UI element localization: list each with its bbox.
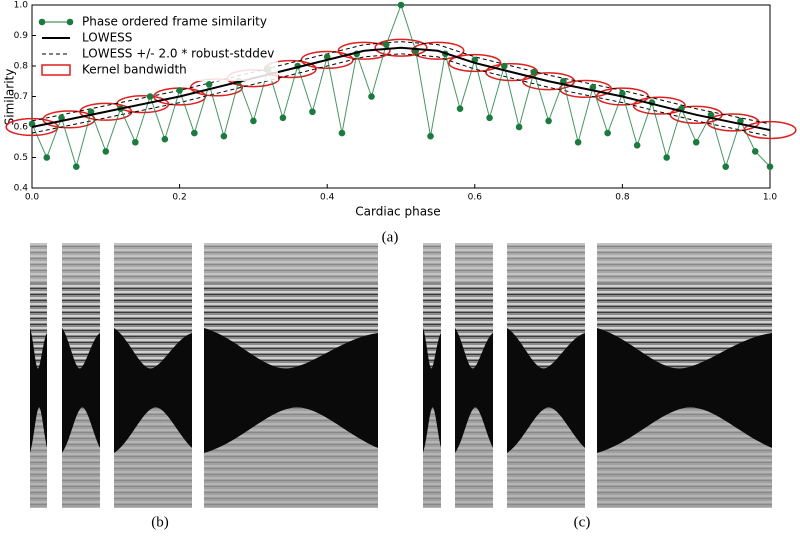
kernel-ellipse: [743, 120, 797, 140]
legend-marker: [66, 18, 74, 26]
similarity-point: [28, 120, 36, 128]
similarity-point: [456, 105, 464, 112]
y-tick-label: 0.9: [14, 31, 29, 41]
similarity-point: [589, 84, 597, 91]
similarity-point: [574, 138, 582, 146]
similarity-point: [722, 163, 730, 170]
legend-label: Kernel bandwidth: [82, 63, 187, 77]
y-tick-label: 1.0: [14, 1, 29, 11]
legend-swatch: [41, 64, 71, 76]
y-tick-label: 0.5: [14, 153, 28, 163]
similarity-point: [43, 154, 51, 161]
similarity-point: [58, 114, 65, 122]
similarity-point: [176, 87, 183, 94]
kernel-ellipse: [411, 41, 465, 60]
caption: (c): [574, 514, 591, 530]
legend-label: LOWESS +/- 2.0 * robust-stddev: [82, 47, 274, 61]
similarity-point: [102, 148, 110, 155]
similarity-point: [132, 138, 139, 146]
similarity-point: [309, 108, 316, 116]
x-tick-label: 0.0: [25, 193, 40, 203]
similarity-point: [191, 129, 198, 137]
legend-box: [38, 11, 278, 81]
similarity-point: [279, 114, 287, 122]
similarity-point: [486, 114, 493, 122]
mmode-panels-c: [423, 243, 772, 508]
y-tick-label: 0.4: [14, 184, 29, 194]
x-tick-label: 0.2: [172, 193, 186, 203]
similarity-point: [501, 62, 508, 70]
legend-label: LOWESS: [82, 31, 132, 45]
kernel-ellipse: [337, 41, 391, 60]
legend-marker: [38, 18, 46, 26]
similarity-point: [663, 154, 670, 161]
similarity-point: [87, 108, 95, 116]
similarity-point: [633, 142, 641, 149]
caption: (b): [151, 514, 169, 530]
similarity-point: [560, 77, 567, 85]
y-tick-label: 0.6: [14, 123, 29, 133]
similarity-point: [205, 81, 213, 88]
similarity-point: [530, 68, 538, 76]
similarity-point: [766, 163, 774, 170]
similarity-point: [737, 117, 744, 125]
similarity-point: [382, 41, 390, 48]
y-tick-label: 0.7: [14, 92, 28, 102]
x-axis-label: Cardiac phase: [355, 205, 440, 219]
lowess-band: [31, 53, 771, 137]
kernel-ellipse: [448, 53, 502, 73]
similarity-point: [146, 93, 154, 100]
caption: (a): [382, 229, 399, 245]
kernel-ellipse: [374, 38, 428, 57]
x-tick-label: 1.0: [763, 193, 778, 203]
mmode-panels-b: [30, 243, 378, 508]
similarity-point: [72, 163, 80, 170]
similarity-point: [397, 1, 405, 9]
lowess-line: [31, 46, 771, 132]
similarity-point: [250, 117, 257, 125]
similarity-point: [707, 111, 715, 119]
similarity-point: [619, 90, 626, 97]
y-axis-label: Similarity: [3, 69, 17, 126]
similarity-point: [338, 129, 346, 137]
x-tick-label: 0.4: [320, 193, 335, 203]
similarity-point: [515, 123, 523, 131]
y-tick-label: 0.8: [14, 62, 29, 72]
similarity-point: [220, 132, 228, 140]
similarity-point: [604, 129, 611, 137]
x-tick-label: 0.6: [468, 193, 483, 203]
legend-label: Phase ordered frame similarity: [82, 15, 267, 29]
x-tick-label: 0.8: [615, 193, 630, 203]
similarity-point: [751, 148, 759, 155]
similarity-point: [545, 117, 552, 125]
similarity-point: [161, 135, 169, 143]
similarity-point: [692, 138, 700, 146]
similarity-point: [368, 93, 375, 100]
similarity-point: [427, 132, 434, 140]
